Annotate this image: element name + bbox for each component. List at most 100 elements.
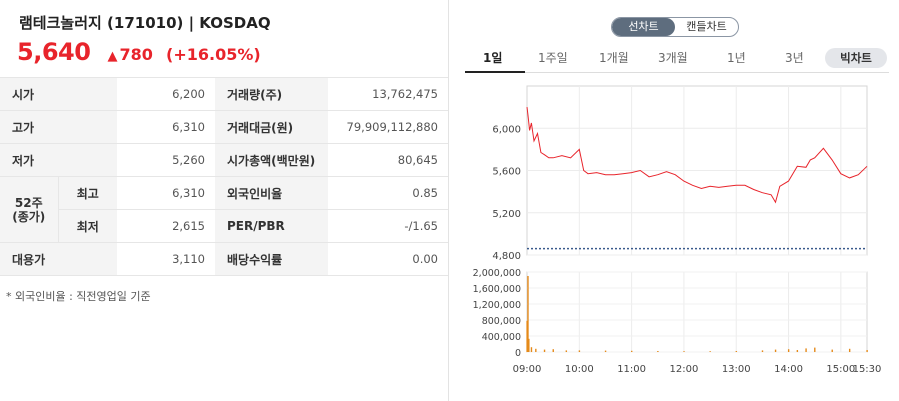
w52-high-value: 6,310 [117, 176, 215, 210]
price-tick-label: 5,200 [492, 209, 521, 220]
table-row: 저가 5,260 시가총액(백만원) 80,645 [0, 143, 448, 177]
stock-title: 램테크놀러지 (171010) | KOSDAQ [19, 14, 271, 32]
table-row: 최저 2,615 PER/PBR -/1.65 [0, 209, 448, 243]
tab-1month[interactable]: 1개월 [599, 51, 629, 65]
volume-bar [578, 350, 581, 352]
foreign-ratio-value: 0.85 [328, 176, 448, 210]
volume-value: 13,762,475 [328, 77, 448, 111]
volume-bar [787, 349, 790, 352]
volume-bar [528, 338, 530, 352]
per-pbr-label: PER/PBR [215, 209, 328, 243]
chart-type-toggle: 선차트 캔들차트 [611, 17, 739, 37]
change-amount: 780 [119, 45, 153, 64]
volume-bar [565, 350, 568, 352]
volume-bar [631, 350, 633, 352]
open-value: 6,200 [117, 77, 215, 111]
trade-value: 79,909,112,880 [328, 110, 448, 144]
low-label: 저가 [0, 143, 117, 177]
volume-bar [552, 349, 554, 352]
volume-bar [530, 347, 533, 352]
price-tick-label: 5,600 [492, 167, 521, 178]
volume-bar [848, 348, 851, 352]
w52-low-value: 2,615 [117, 209, 215, 243]
footnote: * 외국인비율 : 직전영업일 기준 [6, 290, 151, 303]
w52-label-1: 52주 [14, 195, 43, 210]
x-tick-label: 13:00 [722, 364, 751, 375]
volume-bar [774, 349, 777, 352]
volume-bar [683, 351, 685, 352]
period-tabs: 1일 1주일 1개월 3개월 1년 3년 [465, 45, 889, 73]
volume-bar [814, 347, 816, 352]
dividend-yield-label: 배당수익률 [215, 242, 328, 276]
up-triangle-icon: ▲ [107, 49, 118, 64]
volume-bar [526, 320, 528, 352]
volume-label: 거래량(주) [215, 77, 328, 111]
volume-tick-label: 400,000 [482, 332, 521, 343]
volume-bar [805, 348, 807, 352]
volume-tick-label: 800,000 [482, 316, 521, 327]
substitute-price-value: 3,110 [117, 242, 215, 276]
x-tick-label: 15:00 [826, 364, 855, 375]
table-row: 52주 (종가) 최고 6,310 외국인비율 0.85 [0, 176, 448, 243]
x-tick-label: 10:00 [565, 364, 594, 375]
quote-table: 시가 6,200 거래량(주) 13,762,475 고가 6,310 거래대금… [0, 77, 448, 276]
x-tick-label: 14:00 [774, 364, 803, 375]
per-pbr-value: -/1.65 [328, 209, 448, 243]
candle-chart-toggle[interactable]: 캔들차트 [686, 20, 727, 33]
volume-plot-frame [526, 271, 868, 353]
volume-bar [866, 350, 868, 352]
volume-bar [527, 276, 529, 352]
volume-tick-label: 2,000,000 [473, 268, 521, 279]
volume-bar [657, 351, 659, 352]
w52-label: 52주 (종가) [0, 176, 58, 243]
open-label: 시가 [0, 77, 117, 111]
volume-bar [535, 348, 537, 352]
volume-bar [761, 350, 764, 352]
market-cap-value: 80,645 [328, 143, 448, 177]
foreign-ratio-label: 외국인비율 [215, 176, 328, 210]
table-row: 대용가 3,110 배당수익률 0.00 [0, 242, 448, 276]
x-tick-label: 15:30 [853, 364, 882, 375]
table-row: 시가 6,200 거래량(주) 13,762,475 [0, 77, 448, 111]
x-tick-label: 09:00 [513, 364, 542, 375]
x-tick-label: 11:00 [617, 364, 646, 375]
dividend-yield-value: 0.00 [328, 242, 448, 276]
price-row: 5,640 ▲ 780 (+16.05%) [17, 38, 261, 66]
active-tab-underline [465, 71, 525, 73]
w52-low-label: 최저 [57, 209, 117, 243]
volume-tick-label: 1,200,000 [473, 300, 521, 311]
intraday-chart: 09:00 10:00 11:00 12:00 13:00 14:00 15:0015:30… [473, 85, 882, 375]
substitute-price-label: 대용가 [0, 242, 117, 276]
market-cap-label: 시가총액(백만원) [215, 143, 328, 177]
volume-bar [604, 350, 607, 352]
change-percent: (+16.05%) [166, 45, 261, 64]
big-chart-button[interactable]: 빅차트 [825, 48, 887, 68]
volume-bar [543, 349, 546, 352]
price-tick-label: 4,800 [492, 251, 521, 262]
volume-bar [831, 349, 833, 352]
tab-3year[interactable]: 3년 [785, 51, 804, 65]
high-value: 6,310 [117, 110, 215, 144]
volume-tick-label: 1,600,000 [473, 284, 521, 295]
chart-panel: 선차트 캔들차트 1일 1주일 1개월 3개월 1년 3년 빅차트 09:00 1… [450, 0, 899, 401]
tab-3month[interactable]: 3개월 [658, 51, 688, 65]
x-tick-label: 12:00 [670, 364, 699, 375]
price-tick-label: 6,000 [492, 124, 521, 135]
low-value: 5,260 [117, 143, 215, 177]
trade-value-label: 거래대금(원) [215, 110, 328, 144]
table-row: 고가 6,310 거래대금(원) 79,909,112,880 [0, 110, 448, 144]
high-label: 고가 [0, 110, 117, 144]
price-change: ▲ 780 [108, 45, 153, 64]
volume-bar [709, 351, 711, 352]
line-chart-toggle[interactable]: 선차트 [612, 18, 675, 36]
w52-high-label: 최고 [57, 176, 117, 210]
tab-1day[interactable]: 1일 [483, 51, 503, 65]
volume-tick-label: 0 [515, 348, 521, 359]
tab-1week[interactable]: 1주일 [538, 51, 568, 65]
volume-bar [796, 350, 799, 352]
current-price: 5,640 [17, 38, 91, 66]
stock-summary-panel: 램테크놀러지 (171010) | KOSDAQ 5,640 ▲ 780 (+16… [0, 0, 449, 401]
tab-1year[interactable]: 1년 [727, 51, 746, 65]
volume-bar [735, 351, 738, 352]
w52-label-2: (종가) [12, 209, 46, 224]
